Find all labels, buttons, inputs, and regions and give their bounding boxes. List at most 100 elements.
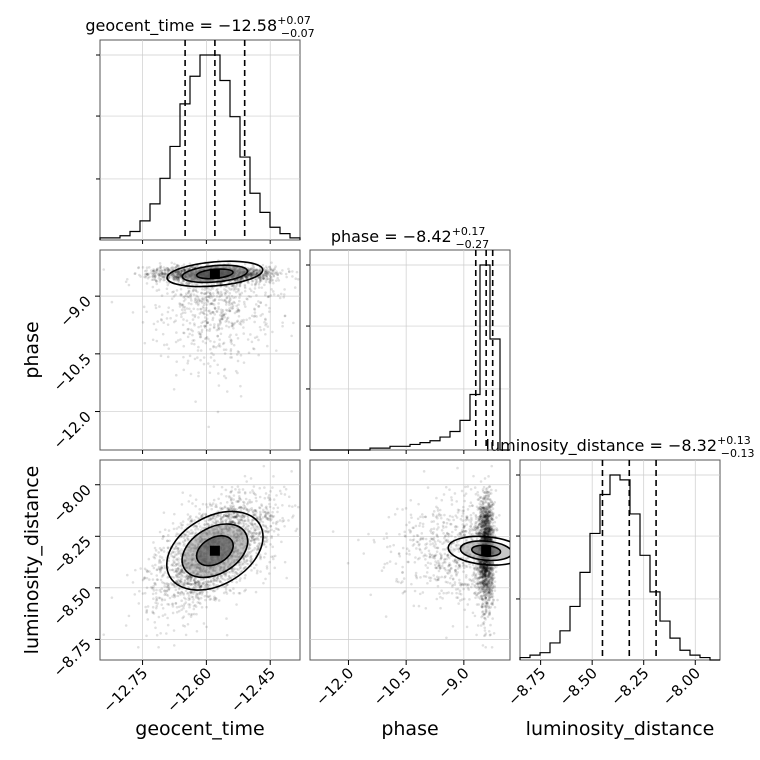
sample-point bbox=[229, 490, 233, 494]
sample-point bbox=[247, 550, 250, 553]
sample-point bbox=[171, 568, 174, 572]
sample-point bbox=[260, 503, 263, 506]
sample-point bbox=[175, 558, 178, 562]
sample-point bbox=[194, 581, 198, 585]
sample-point bbox=[254, 532, 257, 536]
sample-point bbox=[290, 470, 293, 473]
sample-point bbox=[245, 562, 248, 565]
sample-point bbox=[234, 369, 238, 373]
sample-point bbox=[176, 277, 180, 280]
sample-point bbox=[190, 595, 194, 599]
sample-point bbox=[256, 545, 259, 549]
sample-point bbox=[257, 546, 261, 550]
sample-point bbox=[179, 582, 182, 586]
sample-point bbox=[220, 519, 223, 522]
sample-point bbox=[252, 347, 255, 350]
sample-point bbox=[219, 580, 222, 583]
sample-point bbox=[190, 342, 194, 345]
sample-point bbox=[249, 267, 253, 271]
sample-point bbox=[227, 514, 230, 518]
sample-point bbox=[265, 511, 268, 515]
sample-point bbox=[250, 289, 253, 293]
sample-point bbox=[276, 272, 279, 275]
sample-point bbox=[227, 286, 231, 290]
sample-point bbox=[258, 278, 262, 281]
sample-point bbox=[238, 521, 242, 524]
sample-point bbox=[249, 275, 252, 279]
sample-point bbox=[256, 271, 259, 275]
sample-point bbox=[237, 308, 240, 312]
sample-point bbox=[249, 274, 253, 277]
sample-point bbox=[172, 320, 176, 324]
sample-point bbox=[252, 273, 256, 277]
sample-point bbox=[190, 613, 194, 616]
sample-point bbox=[220, 314, 224, 318]
sample-point bbox=[158, 558, 162, 562]
sample-point bbox=[244, 305, 247, 308]
sample-point bbox=[261, 508, 265, 512]
sample-point bbox=[177, 271, 181, 274]
sample-point bbox=[257, 532, 261, 536]
sample-point bbox=[230, 284, 234, 288]
sample-point bbox=[166, 602, 169, 606]
sample-point bbox=[163, 272, 167, 276]
sample-point bbox=[210, 504, 214, 507]
sample-point bbox=[174, 567, 178, 571]
sample-point bbox=[247, 524, 251, 528]
sample-point bbox=[186, 579, 190, 583]
sample-point bbox=[239, 560, 243, 564]
sample-point bbox=[249, 273, 252, 276]
sample-point bbox=[267, 270, 271, 274]
sample-point bbox=[245, 274, 249, 277]
sample-point bbox=[234, 514, 237, 518]
sample-point bbox=[266, 295, 270, 298]
sample-point bbox=[180, 580, 184, 584]
sample-point bbox=[229, 338, 233, 342]
sample-point bbox=[268, 265, 271, 269]
sample-point bbox=[163, 571, 167, 574]
sample-point bbox=[252, 270, 256, 274]
sample-point bbox=[282, 293, 286, 296]
sample-point bbox=[152, 269, 156, 273]
sample-point bbox=[261, 277, 265, 281]
panel-geocent_time-phase: −12.0−10.5−9.0 bbox=[50, 249, 301, 454]
sample-point bbox=[254, 528, 258, 531]
sample-point bbox=[271, 278, 275, 282]
sample-point bbox=[262, 272, 266, 276]
sample-point bbox=[181, 616, 184, 620]
sample-point bbox=[236, 319, 240, 323]
sample-point bbox=[178, 579, 182, 583]
sample-point bbox=[230, 294, 234, 298]
sample-point bbox=[257, 286, 261, 289]
sample-point bbox=[259, 268, 262, 272]
sample-point bbox=[194, 498, 198, 501]
sample-point bbox=[197, 583, 201, 586]
sample-point bbox=[187, 582, 191, 585]
sample-point bbox=[207, 287, 210, 290]
sample-point bbox=[143, 269, 147, 273]
sample-point bbox=[163, 589, 167, 592]
sample-point bbox=[212, 579, 216, 582]
sample-point bbox=[176, 591, 180, 595]
sample-point bbox=[158, 268, 162, 272]
sample-point bbox=[225, 514, 228, 518]
sample-point bbox=[187, 283, 191, 286]
sample-point bbox=[227, 507, 230, 510]
sample-point bbox=[167, 585, 171, 588]
sample-point bbox=[222, 313, 225, 317]
sample-point bbox=[262, 274, 266, 278]
sample-point bbox=[222, 299, 225, 302]
sample-point bbox=[177, 269, 181, 273]
sample-point bbox=[208, 518, 211, 522]
sample-point bbox=[230, 301, 234, 305]
sample-point bbox=[253, 273, 257, 276]
sample-point bbox=[187, 281, 191, 285]
sample-point bbox=[225, 317, 229, 320]
sample-point bbox=[226, 290, 229, 293]
sample-point bbox=[217, 599, 221, 602]
scatter-layer bbox=[102, 259, 300, 429]
sample-point bbox=[178, 564, 181, 567]
sample-point bbox=[161, 273, 164, 277]
sample-point bbox=[272, 475, 275, 478]
sample-point bbox=[243, 491, 247, 494]
